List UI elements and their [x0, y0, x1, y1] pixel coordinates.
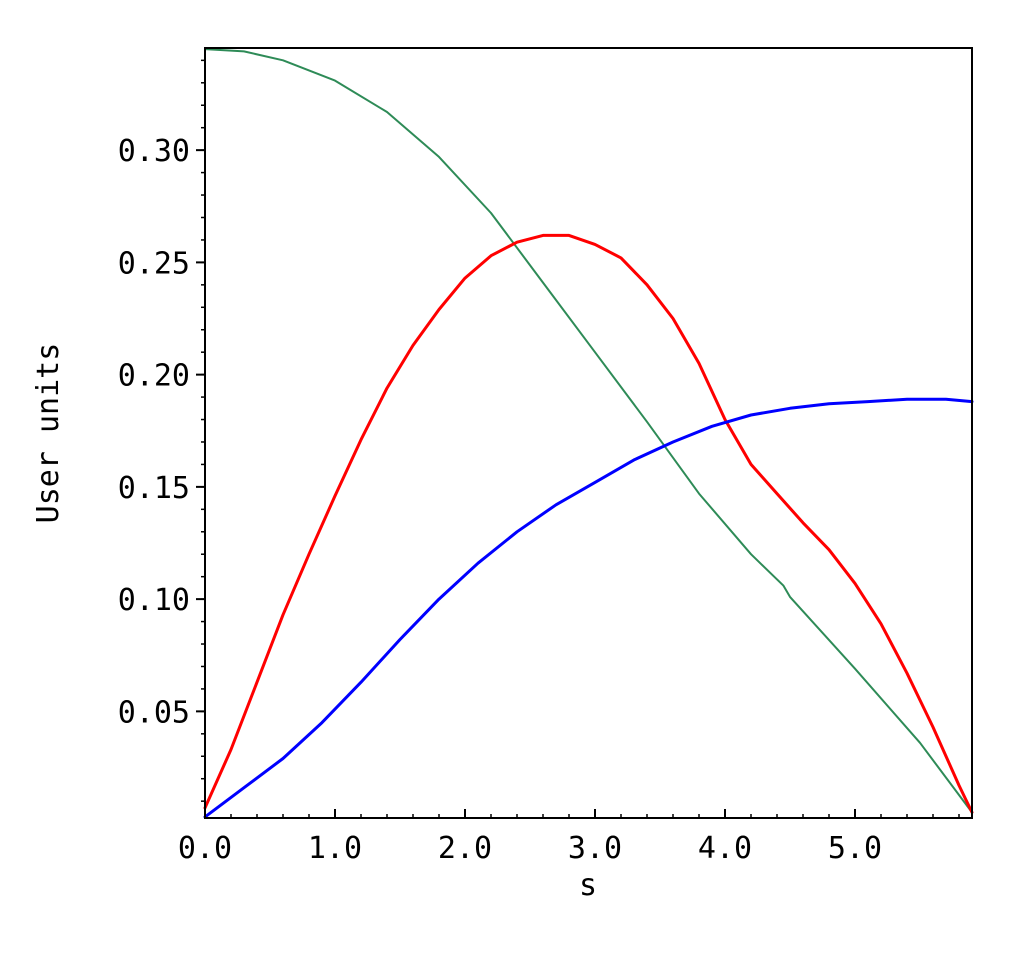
y-tick-label: 0.20 — [118, 359, 190, 394]
x-tick-label: 4.0 — [698, 831, 752, 866]
series-line-2 — [203, 233, 974, 814]
y-tick-label: 0.15 — [118, 471, 190, 506]
x-tick-label: 3.0 — [568, 831, 622, 866]
plot-frame — [204, 47, 973, 819]
y-tick-label: 0.05 — [118, 695, 190, 730]
x-tick-label: 5.0 — [828, 831, 882, 866]
series-line-1 — [204, 48, 973, 814]
y-axis-title: User units — [31, 343, 66, 524]
y-tick-label: 0.25 — [118, 246, 190, 281]
x-axis-title: s — [579, 868, 597, 903]
series-layer — [203, 48, 974, 819]
tick-layer — [196, 59, 960, 818]
y-tick-label: 0.10 — [118, 583, 190, 618]
x-tick-label: 2.0 — [438, 831, 492, 866]
tick-label-layer: 0.0 1.0 2.0 3.0 4.0 5.0 0.05 0.10 0.15 0.20 0.25 0.… — [118, 134, 882, 866]
y-tick-label: 0.30 — [118, 134, 190, 169]
series-line-3 — [203, 397, 974, 819]
x-tick-label: 0.0 — [178, 831, 232, 866]
x-tick-label: 1.0 — [308, 831, 362, 866]
